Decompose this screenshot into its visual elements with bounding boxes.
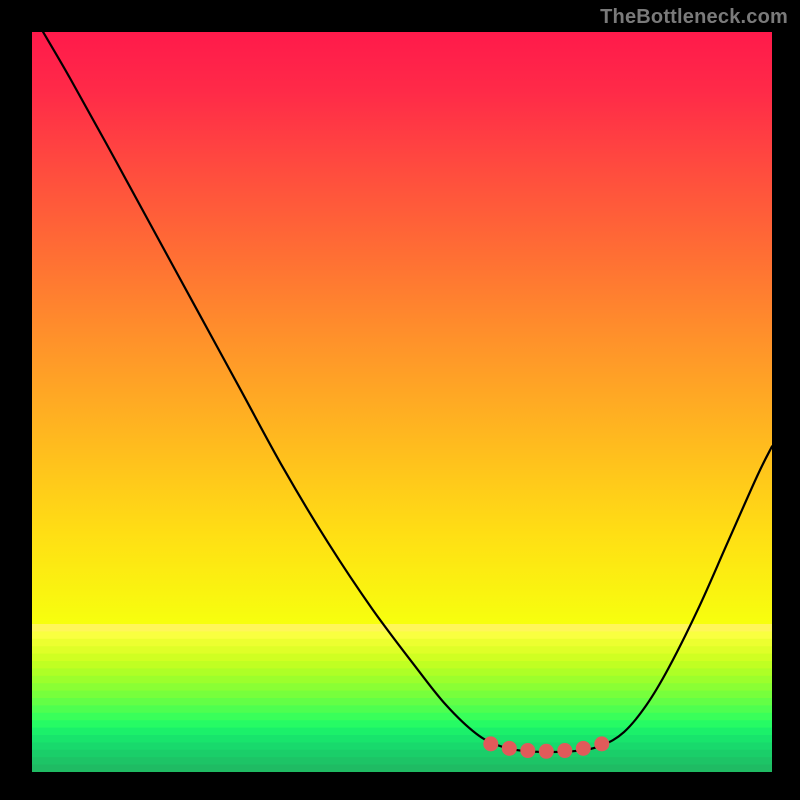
marker-dot: [594, 736, 609, 751]
marker-dot: [557, 743, 572, 758]
chart-svg: [32, 32, 772, 772]
marker-dot: [483, 736, 498, 751]
marker-dot: [520, 743, 535, 758]
marker-dot: [502, 741, 517, 756]
chart-frame: TheBottleneck.com: [0, 0, 800, 800]
chart-plot: [32, 32, 772, 772]
marker-dot: [576, 741, 591, 756]
watermark-text: TheBottleneck.com: [600, 6, 788, 29]
bottom-stripes: [32, 624, 772, 772]
marker-dot: [539, 744, 554, 759]
